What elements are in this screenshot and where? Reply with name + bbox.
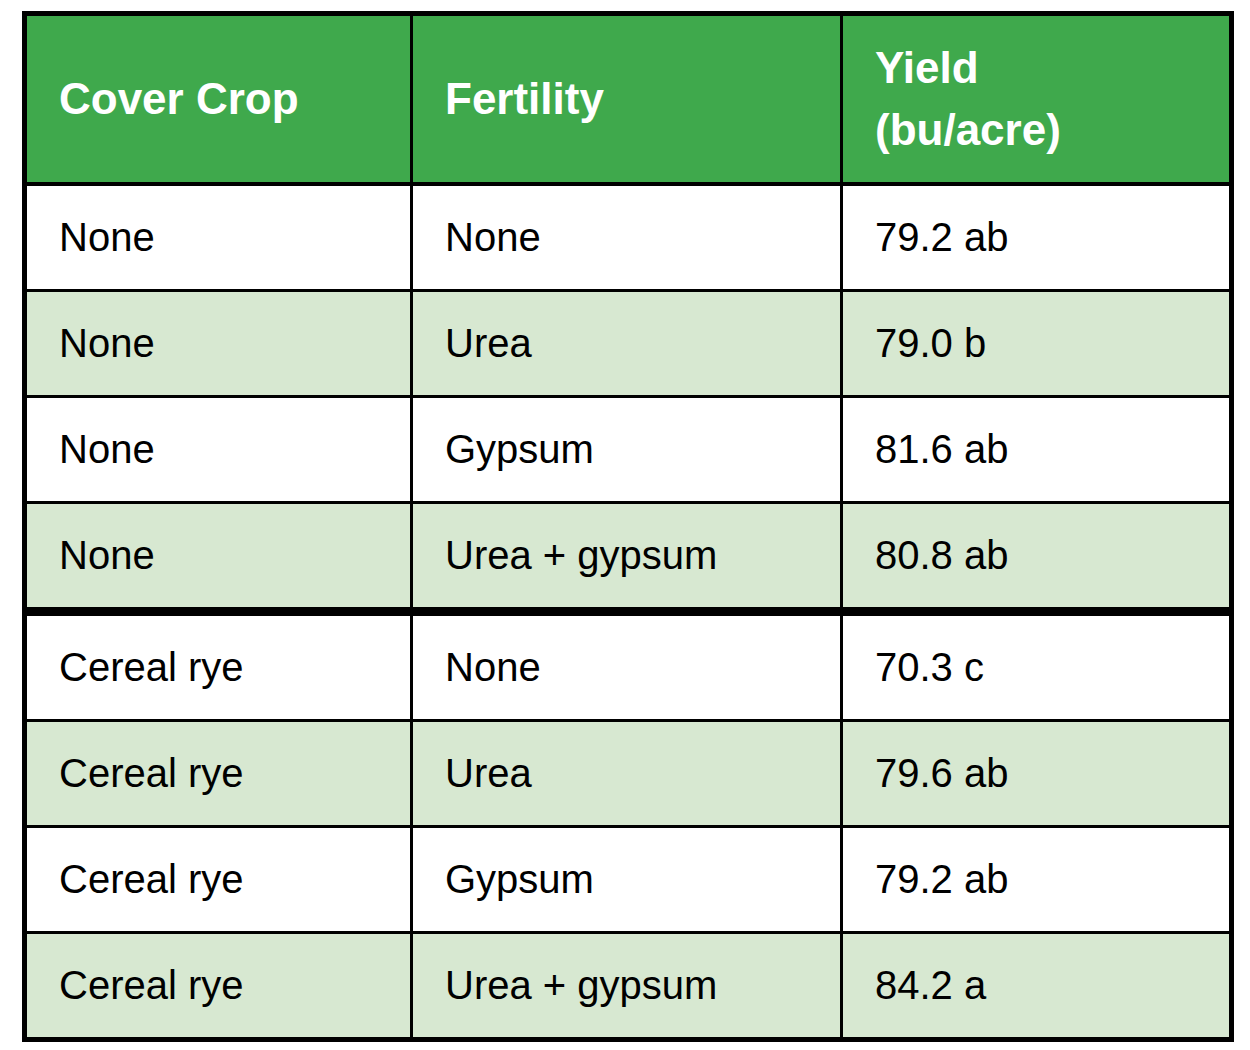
table-row: Cereal rye Gypsum 79.2 ab (25, 827, 1232, 933)
cell-cover-crop: None (25, 184, 412, 291)
cell-fertility: Urea + gypsum (412, 503, 842, 612)
column-header-fertility: Fertility (412, 14, 842, 185)
table-row: Cereal rye Urea + gypsum 84.2 a (25, 933, 1232, 1040)
page: Cover Crop Fertility Yield (bu/acre) Non… (0, 0, 1250, 1050)
cell-cover-crop: None (25, 503, 412, 612)
cell-cover-crop: Cereal rye (25, 827, 412, 933)
cell-fertility: Urea (412, 721, 842, 827)
cell-yield: 70.3 c (842, 612, 1232, 721)
cell-cover-crop: None (25, 291, 412, 397)
cell-fertility: Gypsum (412, 827, 842, 933)
table-row: None Urea + gypsum 80.8 ab (25, 503, 1232, 612)
table-row: Cereal rye None 70.3 c (25, 612, 1232, 721)
header-row: Cover Crop Fertility Yield (bu/acre) (25, 14, 1232, 185)
cell-yield: 80.8 ab (842, 503, 1232, 612)
table-row: None Urea 79.0 b (25, 291, 1232, 397)
cell-cover-crop: Cereal rye (25, 933, 412, 1040)
cell-fertility: None (412, 184, 842, 291)
cell-yield: 79.6 ab (842, 721, 1232, 827)
table-row: None Gypsum 81.6 ab (25, 397, 1232, 503)
cell-yield: 79.0 b (842, 291, 1232, 397)
column-header-cover-crop: Cover Crop (25, 14, 412, 185)
cell-yield: 79.2 ab (842, 827, 1232, 933)
table-row: Cereal rye Urea 79.6 ab (25, 721, 1232, 827)
cell-cover-crop: Cereal rye (25, 721, 412, 827)
cell-fertility: None (412, 612, 842, 721)
cell-cover-crop: Cereal rye (25, 612, 412, 721)
cell-yield: 81.6 ab (842, 397, 1232, 503)
table-row: None None 79.2 ab (25, 184, 1232, 291)
cell-cover-crop: None (25, 397, 412, 503)
cell-fertility: Urea (412, 291, 842, 397)
cell-yield: 79.2 ab (842, 184, 1232, 291)
cell-fertility: Urea + gypsum (412, 933, 842, 1040)
cell-yield: 84.2 a (842, 933, 1232, 1040)
column-header-yield: Yield (bu/acre) (842, 14, 1232, 185)
cell-fertility: Gypsum (412, 397, 842, 503)
yield-results-table: Cover Crop Fertility Yield (bu/acre) Non… (22, 11, 1234, 1042)
